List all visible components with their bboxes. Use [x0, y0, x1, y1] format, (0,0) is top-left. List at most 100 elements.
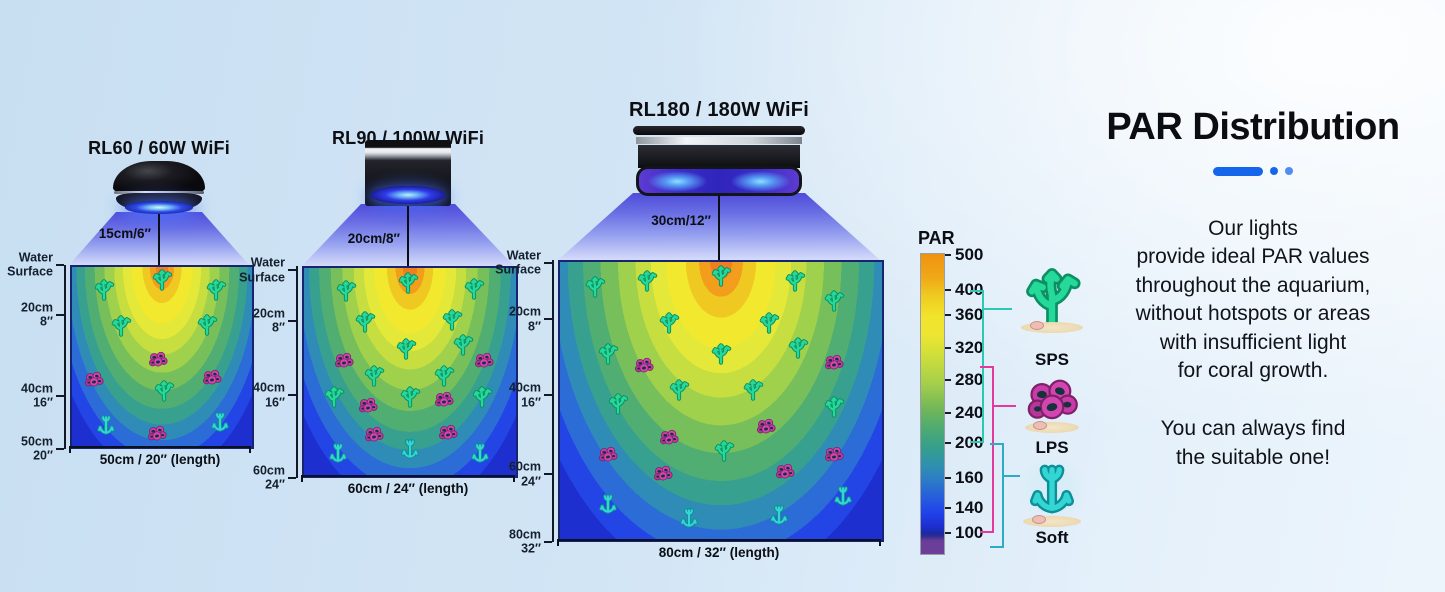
length-dimension-line [69, 446, 251, 453]
legend-label-lps: LPS [1035, 438, 1069, 457]
legend-label-soft: Soft [1035, 528, 1069, 547]
legend-label-sps: SPS [1034, 350, 1070, 369]
par-tick-label: 360 [955, 305, 984, 325]
soft-coral [208, 410, 231, 433]
fixture-body [637, 144, 801, 168]
depth-axis: Water Surface 20cm 8″ 40cm 16″ 50cm 20″ [7, 251, 66, 463]
distance-label: 20cm/8″ [347, 231, 400, 246]
lps-coral [599, 446, 618, 462]
range-bracket-connector [984, 307, 1012, 310]
length-label-rl90: 60cm / 24″ (length) [347, 481, 469, 496]
tank-heatmap-rl90 [302, 266, 518, 478]
depth-tick [544, 394, 552, 397]
soft-coral [677, 506, 700, 529]
depth-label: 60cm 24″ [509, 459, 541, 489]
legend-pebble [1032, 421, 1047, 430]
legend-sand-base [1023, 516, 1081, 527]
legend-halo [1017, 454, 1087, 525]
fixture-lens-glow [636, 165, 802, 196]
depth-tick [56, 394, 64, 397]
distance-label: 30cm/12″ [651, 213, 711, 228]
legend-item-lps [1002, 372, 1102, 433]
depth-tick [288, 394, 296, 397]
depth-label: Water Surface [239, 255, 285, 285]
range-bracket-cap [990, 545, 1003, 548]
lps-coral [84, 371, 104, 387]
depth-label: 40cm 16″ [509, 380, 541, 410]
sps-coral [109, 315, 132, 338]
dimension-end-tick [301, 475, 303, 482]
legend-item-sps [1002, 266, 1102, 333]
lps-coral [824, 354, 844, 370]
lps-coral [439, 425, 458, 440]
soft-coral [95, 414, 118, 437]
lps-coral [358, 398, 378, 413]
dimension-end-tick [557, 539, 559, 546]
length-label-rl180: 80cm / 32″ (length) [658, 545, 780, 560]
depth-label: 50cm 20″ [21, 434, 53, 463]
soft-coral [767, 503, 790, 526]
divider-dot [1270, 167, 1278, 176]
sps-coral [152, 380, 175, 403]
depth-label: Water Surface [7, 250, 53, 279]
sps-coral [658, 312, 681, 335]
par-tick [945, 314, 951, 317]
lps-coral [757, 418, 776, 434]
depth-tick [288, 320, 296, 323]
sps-coral [787, 337, 810, 360]
depth-label: Water Surface [495, 248, 541, 277]
light-fixture-rl90 [365, 140, 451, 206]
divider-dot [1285, 167, 1293, 176]
closing-paragraph: You can always find the suitable one! [1160, 416, 1346, 469]
sps-coral [354, 311, 377, 334]
fixture-lens-glow [371, 186, 445, 205]
soft-coral [399, 437, 422, 460]
lps-coral [776, 463, 795, 478]
legend-coral-image [1018, 372, 1086, 433]
sps-coral [822, 395, 845, 418]
sps-coral [432, 365, 455, 388]
legend-sand-base [1024, 422, 1080, 433]
right-text-panel: PAR Distribution Our lights provide idea… [1093, 106, 1413, 472]
sps-coral [452, 333, 475, 356]
sps-coral [394, 338, 417, 361]
range-bracket-cap [980, 530, 993, 533]
depth-label: 20cm 8″ [509, 304, 541, 334]
depth-label: 20cm 8″ [21, 300, 53, 329]
depth-label: 60cm 24″ [253, 463, 285, 492]
par-tick [945, 288, 951, 291]
sps-coral [335, 279, 358, 302]
dimension-end-tick [69, 446, 71, 453]
depth-tick [288, 477, 296, 479]
light-fixture-rl60 [113, 161, 205, 214]
par-tick-label: 160 [955, 468, 984, 487]
fixture-silver-stripe [636, 136, 802, 145]
fixture-lens-glow [124, 201, 194, 214]
depth-axis: Water Surface 20cm 8″ 40cm 16″ 60cm 24″ 80cm 32″ [495, 248, 554, 556]
title-divider [1093, 166, 1413, 176]
page-title: PAR Distribution [1106, 106, 1400, 148]
legend-item-soft [1002, 454, 1102, 527]
depth-tick [56, 264, 64, 266]
sps-coral [597, 342, 620, 365]
par-tick [945, 441, 951, 444]
depth-label: 20cm 8″ [253, 306, 285, 336]
lps-coral [335, 352, 354, 368]
range-bracket-connector [994, 404, 1016, 407]
par-tick [945, 347, 951, 350]
lps-coral [364, 427, 384, 442]
lps-legend-coral-icon [1027, 379, 1078, 420]
depth-label: 40cm 16″ [253, 380, 285, 410]
dimension-end-tick [513, 475, 515, 482]
sps-coral [441, 309, 464, 332]
sps-coral [822, 289, 845, 312]
range-bracket-connector [1004, 475, 1020, 477]
sps-coral [710, 264, 733, 287]
lps-coral [824, 446, 844, 462]
depth-tick [56, 448, 64, 450]
sps-coral [668, 378, 691, 401]
soft-coral [832, 484, 855, 507]
sps-coral [462, 277, 485, 300]
range-bracket-lps [992, 365, 994, 533]
